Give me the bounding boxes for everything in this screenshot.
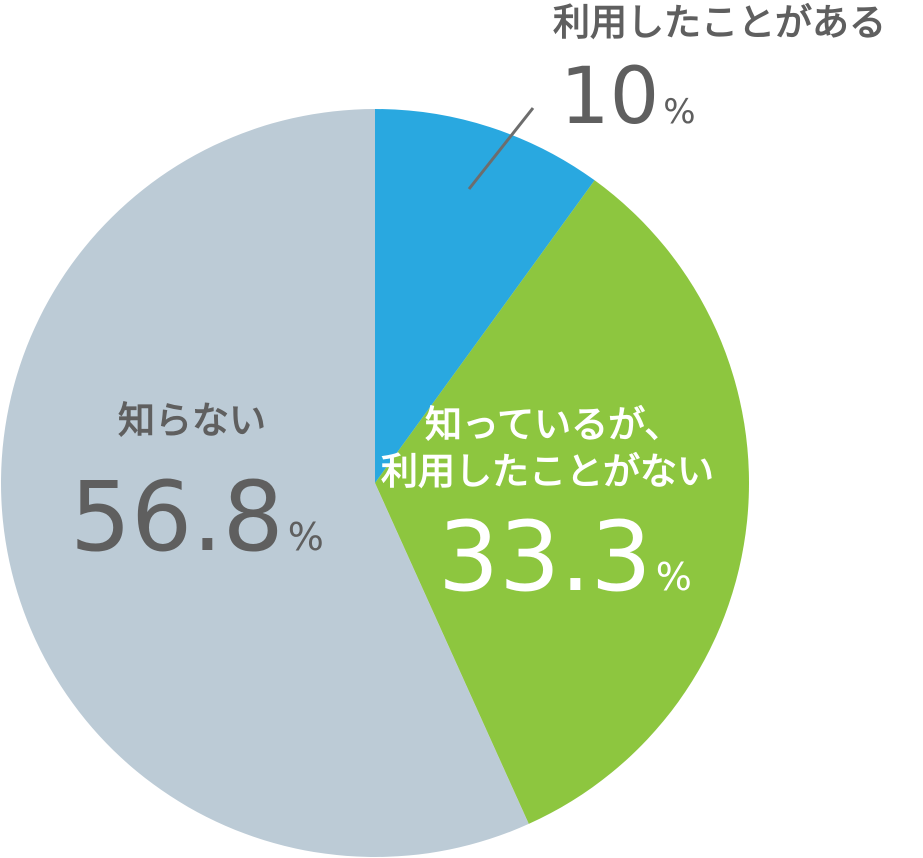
label-known-value-group: 33.3% [438, 501, 692, 613]
label-used-value: 10 [560, 52, 659, 142]
label-known-value: 33.3 [438, 501, 652, 613]
label-used-value-group: 10% [560, 52, 696, 142]
label-unknown-value-group: 56.8% [70, 461, 324, 573]
pie-slices [1, 109, 750, 857]
pie-slice-known-not-used [375, 180, 750, 824]
label-known-line1: 知っているが、 [425, 403, 681, 446]
leader-line [467, 107, 535, 190]
pie-slice-unknown [1, 109, 529, 857]
label-used-text: 利用したことがある [553, 1, 886, 44]
pie-slice-used [375, 109, 595, 483]
label-known-line2: 利用したことがない [381, 450, 714, 493]
label-unknown-value: 56.8 [70, 461, 284, 573]
label-known-unit: % [656, 555, 692, 599]
label-used-unit: % [663, 92, 695, 132]
label-unknown-unit: % [288, 515, 324, 559]
label-unknown-text: 知らない [118, 399, 266, 442]
